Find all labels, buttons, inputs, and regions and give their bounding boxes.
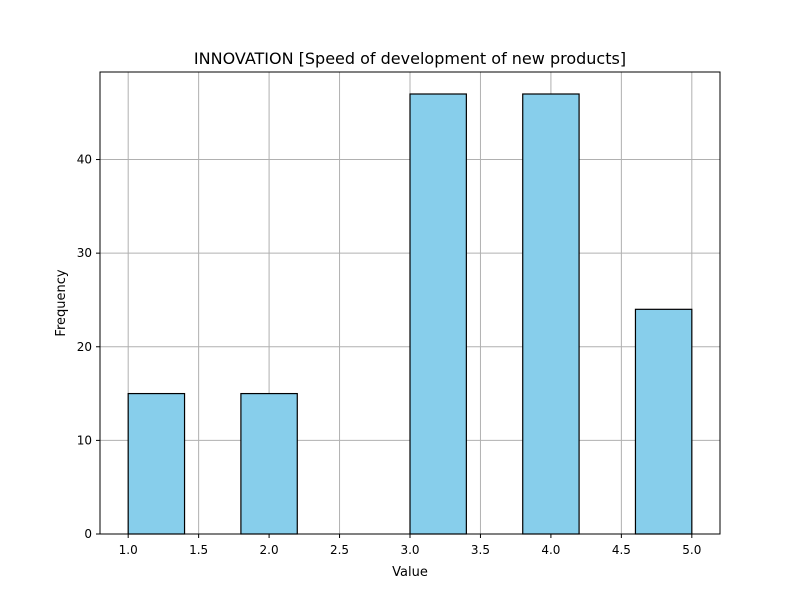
x-tick-label: 1.5 [189,543,208,557]
histogram-bar-3 [409,93,467,535]
histogram-bar-4 [522,93,580,535]
x-tick-label: 5.0 [682,543,701,557]
x-tick-label: 4.5 [612,543,631,557]
y-tick-label: 0 [84,527,92,541]
y-tick-label: 10 [77,433,92,447]
x-axis-ticks: 1.0 1.5 2.0 2.5 3.0 3.5 4.0 4.5 5.0 [119,534,701,557]
y-tick-label: 30 [77,246,92,260]
chart-title: INNOVATION [Speed of development of new … [194,49,626,68]
x-tick-label: 4.0 [541,543,560,557]
y-axis-label: Frequency [54,269,69,336]
x-tick-label: 2.0 [260,543,279,557]
y-axis-ticks: 0 10 20 30 40 [77,153,100,541]
histogram-bar-2 [240,392,298,535]
x-axis-label: Value [392,565,428,580]
y-tick-label: 20 [77,340,92,354]
histogram-bar-5 [634,308,693,535]
x-tick-label: 2.5 [330,543,349,557]
x-tick-label: 3.5 [471,543,490,557]
x-tick-label: 1.0 [119,543,138,557]
histogram-bars [127,93,693,535]
x-tick-label: 3.0 [400,543,419,557]
y-tick-label: 40 [77,153,92,167]
histogram-bar-1 [127,392,186,535]
